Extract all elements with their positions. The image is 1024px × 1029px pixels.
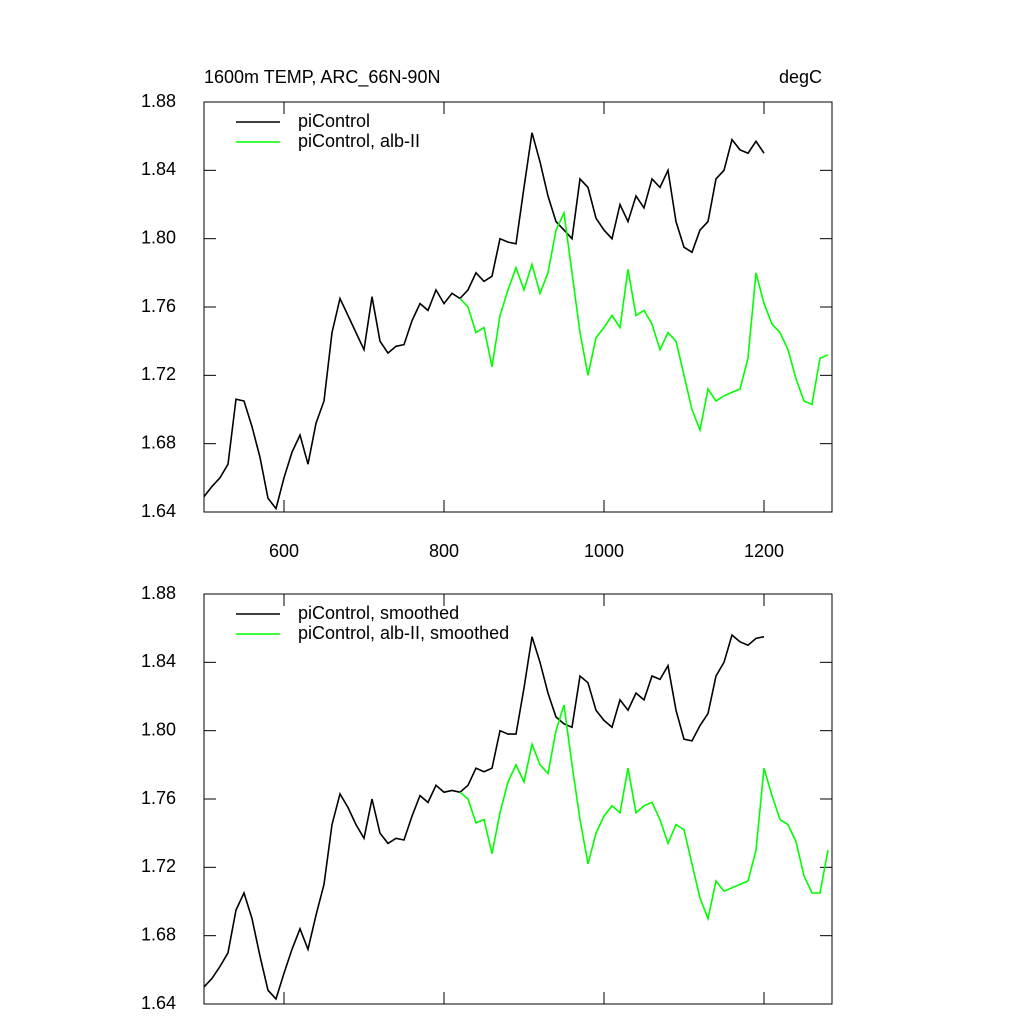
y-tick-label: 1.88 bbox=[141, 583, 176, 603]
unit-label: degC bbox=[779, 67, 822, 87]
y-tick-label: 1.84 bbox=[141, 159, 176, 179]
y-tick-label: 1.68 bbox=[141, 924, 176, 944]
plot-frame bbox=[203, 593, 833, 1005]
legend-label: piControl, alb-II, smoothed bbox=[298, 623, 509, 643]
y-tick-label: 1.84 bbox=[141, 651, 176, 671]
y-tick-label: 1.64 bbox=[141, 993, 176, 1013]
y-tick-label: 1.80 bbox=[141, 719, 176, 739]
y-tick-label: 1.68 bbox=[141, 432, 176, 452]
y-tick-label: 1.72 bbox=[141, 364, 176, 384]
data-line bbox=[203, 633, 765, 1001]
legend-label: piControl, smoothed bbox=[298, 603, 459, 623]
x-tick-label: 600 bbox=[269, 541, 299, 561]
plot-frame bbox=[203, 101, 833, 513]
y-tick-label: 1.72 bbox=[141, 856, 176, 876]
legend-label: piControl bbox=[298, 111, 370, 131]
y-tick-label: 1.88 bbox=[141, 91, 176, 111]
x-tick-label: 1200 bbox=[744, 541, 784, 561]
y-tick-label: 1.80 bbox=[141, 227, 176, 247]
chart-title: 1600m TEMP, ARC_66N-90N bbox=[204, 67, 440, 88]
x-tick-label: 800 bbox=[429, 541, 459, 561]
y-tick-label: 1.76 bbox=[141, 788, 176, 808]
y-tick-label: 1.64 bbox=[141, 501, 176, 521]
y-tick-label: 1.76 bbox=[141, 296, 176, 316]
data-line bbox=[203, 132, 765, 511]
legend-label: piControl, alb-II bbox=[298, 131, 420, 151]
x-tick-label: 1000 bbox=[584, 541, 624, 561]
data-line bbox=[459, 704, 829, 922]
data-line bbox=[459, 210, 829, 433]
